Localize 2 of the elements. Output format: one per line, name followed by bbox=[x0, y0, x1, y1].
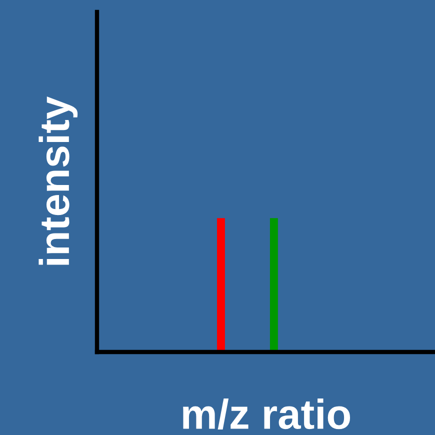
x-axis-title: m/z ratio bbox=[183, 398, 350, 430]
y-axis-title: intensity bbox=[38, 96, 78, 265]
